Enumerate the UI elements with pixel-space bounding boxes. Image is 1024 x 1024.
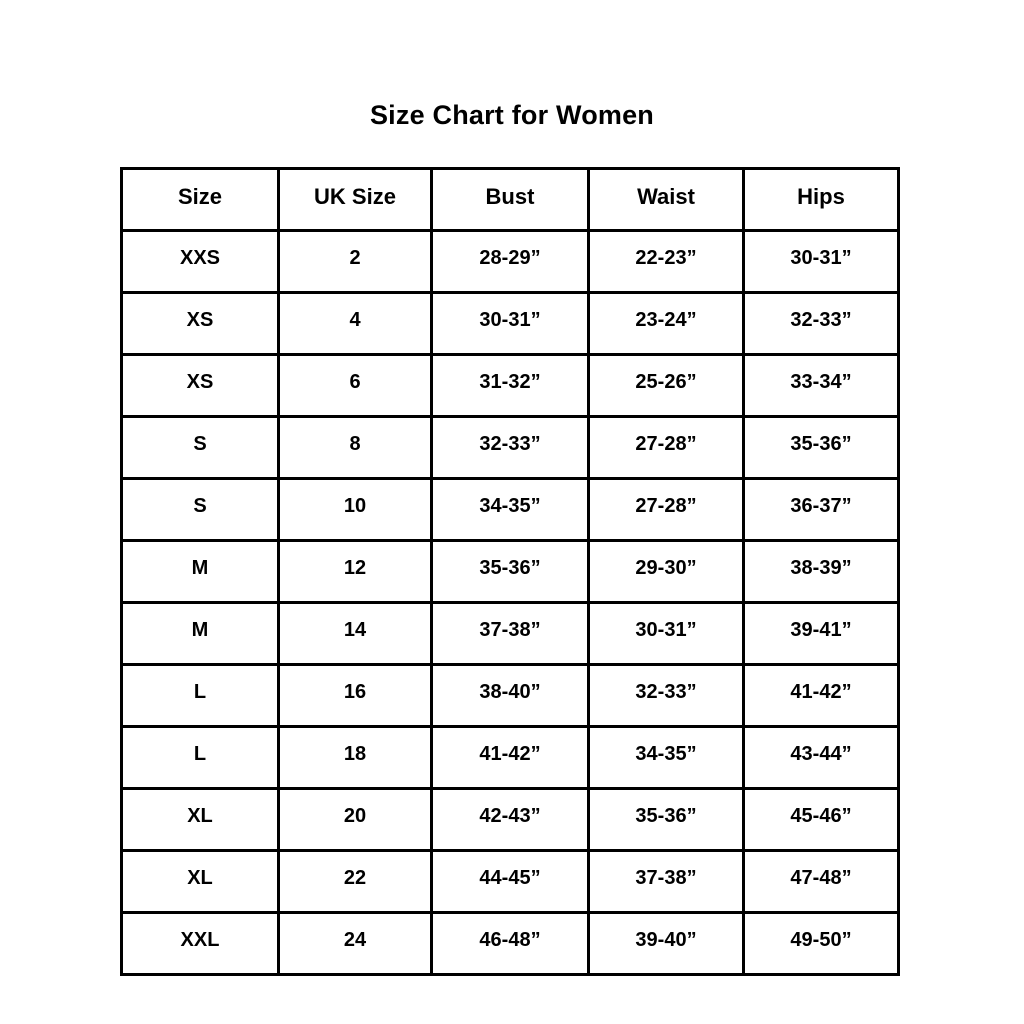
table-cell: 16 xyxy=(277,663,433,728)
column-header: Bust xyxy=(430,167,590,232)
table-row: XXL 24 46-48” 39-40” 49-50” xyxy=(120,911,900,976)
table-cell: 20 xyxy=(277,787,433,852)
table-cell: 49-50” xyxy=(742,911,900,976)
table-cell: 41-42” xyxy=(430,725,590,790)
table-cell: 39-41” xyxy=(742,601,900,666)
table-cell: 43-44” xyxy=(742,725,900,790)
table-cell: 18 xyxy=(277,725,433,790)
table-cell: 46-48” xyxy=(430,911,590,976)
table-row: XS 6 31-32” 25-26” 33-34” xyxy=(120,353,900,418)
table-cell: 39-40” xyxy=(587,911,745,976)
table-cell: 41-42” xyxy=(742,663,900,728)
table-cell: 34-35” xyxy=(587,725,745,790)
table-cell: 25-26” xyxy=(587,353,745,418)
table-cell: 32-33” xyxy=(430,415,590,480)
table-cell: L xyxy=(120,725,280,790)
size-chart-table: Size UK Size Bust Waist Hips XXS 2 28-29” 22-23… xyxy=(120,167,900,976)
table-cell: 32-33” xyxy=(742,291,900,356)
table-cell: 14 xyxy=(277,601,433,666)
table-cell: 44-45” xyxy=(430,849,590,914)
table-cell: 42-43” xyxy=(430,787,590,852)
table-cell: L xyxy=(120,663,280,728)
column-header: Waist xyxy=(587,167,745,232)
table-cell: 2 xyxy=(277,229,433,294)
table-cell: 38-40” xyxy=(430,663,590,728)
table-cell: 32-33” xyxy=(587,663,745,728)
table-cell: XXS xyxy=(120,229,280,294)
table-cell: 10 xyxy=(277,477,433,542)
table-cell: 6 xyxy=(277,353,433,418)
column-header: Hips xyxy=(742,167,900,232)
table-cell: XL xyxy=(120,849,280,914)
table-cell: 30-31” xyxy=(742,229,900,294)
table-cell: 36-37” xyxy=(742,477,900,542)
table-row: XL 20 42-43” 35-36” 45-46” xyxy=(120,787,900,852)
table-cell: 22-23” xyxy=(587,229,745,294)
table-cell: XS xyxy=(120,291,280,356)
table-cell: XS xyxy=(120,353,280,418)
table-cell: 34-35” xyxy=(430,477,590,542)
table-cell: 37-38” xyxy=(587,849,745,914)
column-header: UK Size xyxy=(277,167,433,232)
table-cell: S xyxy=(120,415,280,480)
header-row: Size UK Size Bust Waist Hips xyxy=(120,167,900,232)
page-title: Size Chart for Women xyxy=(369,100,655,130)
table-cell: 27-28” xyxy=(587,477,745,542)
table-cell: 22 xyxy=(277,849,433,914)
table-cell: 33-34” xyxy=(742,353,900,418)
table-cell: 24 xyxy=(277,911,433,976)
table-row: L 16 38-40” 32-33” 41-42” xyxy=(120,663,900,728)
table-row: XL 22 44-45” 37-38” 47-48” xyxy=(120,849,900,914)
table-cell: 30-31” xyxy=(587,601,745,666)
table-row: M 14 37-38” 30-31” 39-41” xyxy=(120,601,900,666)
table-row: S 8 32-33” 27-28” 35-36” xyxy=(120,415,900,480)
table-cell: 35-36” xyxy=(430,539,590,604)
table-cell: 12 xyxy=(277,539,433,604)
table-cell: 23-24” xyxy=(587,291,745,356)
column-header: Size xyxy=(120,167,280,232)
table-cell: 29-30” xyxy=(587,539,745,604)
table-cell: 8 xyxy=(277,415,433,480)
table-cell: S xyxy=(120,477,280,542)
table-row: XXS 2 28-29” 22-23” 30-31” xyxy=(120,229,900,294)
table-cell: 37-38” xyxy=(430,601,590,666)
table-cell: 4 xyxy=(277,291,433,356)
table-cell: 30-31” xyxy=(430,291,590,356)
table-row: M 12 35-36” 29-30” 38-39” xyxy=(120,539,900,604)
table-cell: 35-36” xyxy=(587,787,745,852)
table-cell: 47-48” xyxy=(742,849,900,914)
table-cell: 35-36” xyxy=(742,415,900,480)
table-cell: 27-28” xyxy=(587,415,745,480)
table-cell: 28-29” xyxy=(430,229,590,294)
table-cell: XXL xyxy=(120,911,280,976)
table-row: XS 4 30-31” 23-24” 32-33” xyxy=(120,291,900,356)
table-cell: M xyxy=(120,601,280,666)
table-row: L 18 41-42” 34-35” 43-44” xyxy=(120,725,900,790)
table-cell: 38-39” xyxy=(742,539,900,604)
table-cell: M xyxy=(120,539,280,604)
table-cell: 45-46” xyxy=(742,787,900,852)
table-cell: 31-32” xyxy=(430,353,590,418)
table-body: XXS 2 28-29” 22-23” 30-31” XS 4 30-31” 23-24” 32-… xyxy=(120,229,900,976)
table-cell: XL xyxy=(120,787,280,852)
table-row: S 10 34-35” 27-28” 36-37” xyxy=(120,477,900,542)
